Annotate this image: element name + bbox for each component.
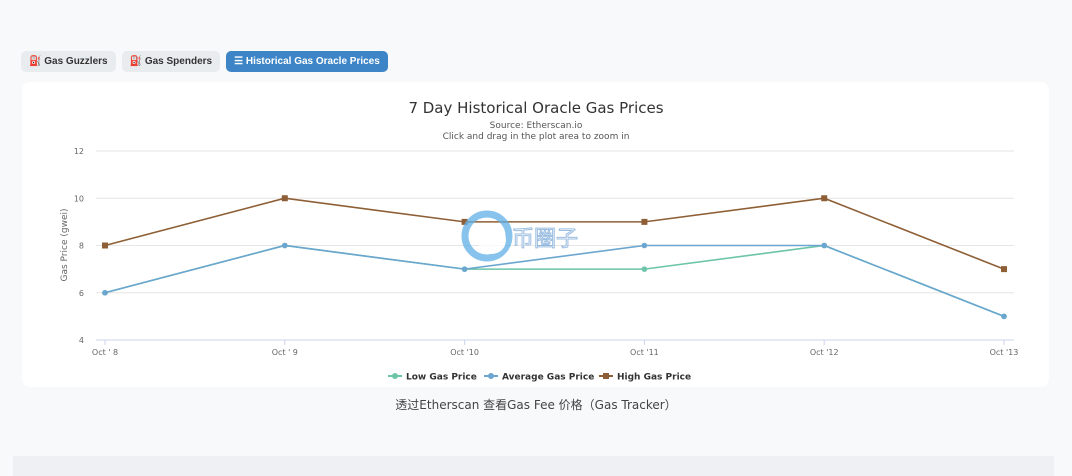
legend-marker: [392, 373, 398, 379]
data-point: [821, 242, 827, 249]
data-point: [641, 218, 648, 225]
legend-item[interactable]: Average Gas Price: [502, 373, 594, 383]
y-tick-label: 6: [79, 289, 84, 298]
x-tick-label: Oct '12: [810, 348, 839, 357]
gas-pump-icon: ⛽: [129, 56, 145, 67]
chart-title: 7 Day Historical Oracle Gas Prices: [408, 99, 663, 117]
chart-subtitle: Source: Etherscan.io: [490, 121, 583, 131]
footer-panel: [13, 456, 1054, 476]
data-point: [641, 266, 648, 272]
watermark-logo: 币圈子: [461, 210, 579, 262]
tab-gas-spenders[interactable]: ⛽ Gas Spenders: [121, 51, 221, 72]
tab-historical-gas-oracle-prices[interactable]: ☰ Historical Gas Oracle Prices: [226, 51, 388, 72]
y-tick-label: 8: [79, 242, 84, 251]
x-tick-label: Oct '10: [450, 348, 479, 357]
y-tick-label: 10: [74, 194, 84, 203]
y-tick-label: 12: [74, 147, 84, 156]
data-point: [461, 266, 468, 272]
chart-zoom-hint: Click and drag in the plot area to zoom …: [443, 132, 630, 142]
x-tick-label: Oct ' 9: [272, 348, 298, 357]
gas-price-chart[interactable]: 7 Day Historical Oracle Gas Prices Sourc…: [0, 0, 1072, 390]
gas-pump-icon: ⛽: [29, 56, 45, 67]
x-tick-label: Oct ' 8: [92, 348, 118, 357]
y-tick-label: 4: [79, 336, 84, 345]
data-point: [281, 195, 288, 202]
data-point: [1001, 313, 1007, 320]
tab-gas-guzzlers[interactable]: ⛽ Gas Guzzlers: [21, 51, 116, 72]
y-axis-label: Gas Price (gwei): [60, 209, 70, 282]
legend-marker: [603, 373, 609, 379]
legend-item[interactable]: Low Gas Price: [406, 373, 477, 383]
data-point: [282, 242, 288, 249]
series-line-low-gas-price: [104, 244, 1005, 318]
legend-item[interactable]: High Gas Price: [617, 373, 691, 383]
data-point: [102, 289, 108, 296]
data-point: [461, 218, 468, 225]
x-tick-label: Oct '13: [990, 348, 1019, 357]
chart-card: [22, 82, 1049, 387]
legend-marker: [488, 373, 494, 379]
x-tick-label: Oct '11: [630, 348, 659, 357]
image-caption: 透过Etherscan 查看Gas Fee 价格（Gas Tracker）: [395, 398, 677, 412]
data-point: [821, 195, 828, 202]
series-line-high-gas-price: [104, 197, 1005, 270]
svg-text:币圈子: 币圈子: [512, 227, 578, 252]
list-icon: ☰: [234, 56, 246, 67]
tab-bar: ⛽ Gas Guzzlers ⛽ Gas Spenders ☰ Historic…: [21, 51, 388, 72]
data-point: [641, 242, 648, 249]
series-line-average-gas-price: [104, 244, 1005, 318]
data-point: [102, 242, 108, 249]
data-point: [1001, 266, 1007, 273]
